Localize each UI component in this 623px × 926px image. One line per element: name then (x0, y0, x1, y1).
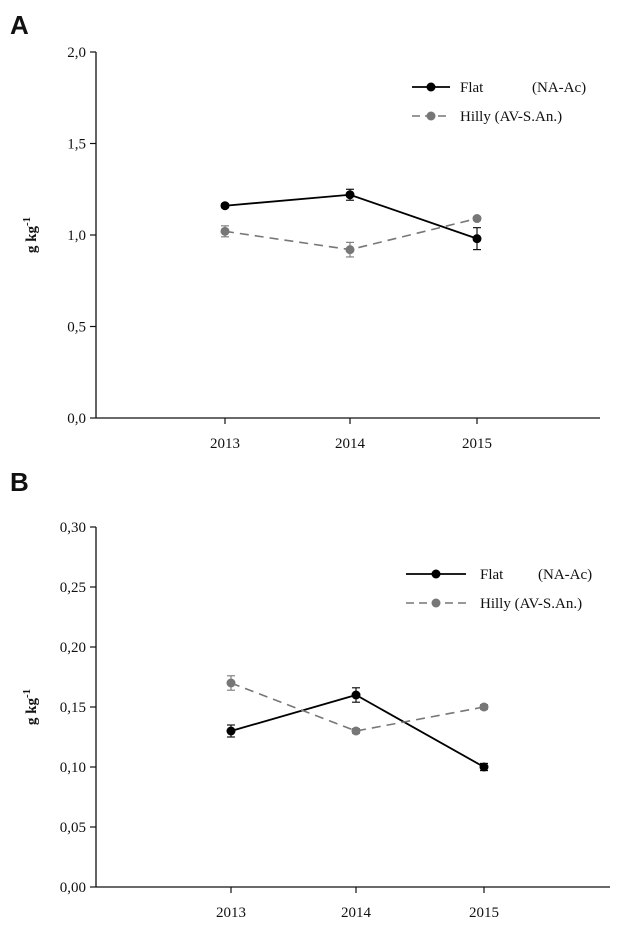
legend-label: Hilly (AV-S.An.) (460, 109, 562, 125)
y-axis-label: g kg-1 (21, 217, 40, 253)
data-point (220, 201, 230, 211)
y-tick-label: 1,5 (67, 137, 86, 153)
y-tick-label: 0,25 (60, 580, 86, 596)
y-axis-label: g kg-1 (21, 689, 40, 725)
x-tick-label: 2014 (335, 436, 366, 452)
y-tick-label: 1,0 (67, 228, 86, 244)
x-tick-label: 2015 (469, 905, 499, 921)
y-tick-label: 0,10 (60, 760, 86, 776)
y-tick-label: 0,5 (67, 320, 86, 336)
y-tick-label: 0,05 (60, 820, 86, 836)
chart-panel-a: A 0,0 0,5 1,0 1,5 2,0 2013 2014 2015 g kg-1 Flat (… (10, 10, 600, 452)
panel-label-b: B (10, 467, 29, 497)
y-tick-label: 0,20 (60, 640, 86, 656)
data-point (351, 690, 361, 700)
data-point (472, 214, 482, 224)
legend-label: Flat (460, 80, 484, 96)
data-point (220, 226, 230, 236)
series-line-hilly (230, 682, 485, 732)
data-point (345, 245, 355, 255)
x-tick-label: 2014 (341, 905, 372, 921)
x-tick-label: 2013 (216, 905, 246, 921)
data-point (351, 726, 361, 736)
legend-marker (426, 82, 436, 92)
y-tick-label: 0,15 (60, 700, 86, 716)
data-point (226, 678, 236, 688)
data-point (479, 702, 489, 712)
legend-tag: (NA-Ac) (532, 80, 586, 96)
chart-panel-b: B 0,00 0,05 0,10 0,15 0,20 0,25 0,30 2013 2014 20… (0, 463, 623, 926)
chart-b-svg: 0,00 0,05 0,10 0,15 0,20 0,25 0,30 2013 2014 2015… (21, 520, 610, 921)
y-tick-label: 0,30 (60, 520, 86, 536)
y-tick-label: 2,0 (67, 45, 86, 61)
data-point (226, 726, 236, 736)
panel-label-a: A (10, 10, 29, 40)
data-point (472, 234, 482, 244)
data-point (345, 190, 355, 200)
legend-label: Hilly (AV-S.An.) (480, 596, 582, 612)
data-point (479, 762, 489, 772)
legend-label: Flat (480, 567, 504, 583)
series-line-flat (224, 193, 478, 240)
y-tick-label: 0,0 (67, 411, 86, 427)
legend-tag: (NA-Ac) (538, 567, 592, 583)
x-tick-label: 2013 (210, 436, 240, 452)
series-line-hilly (224, 217, 478, 251)
chart-a-svg: 0,0 0,5 1,0 1,5 2,0 2013 2014 2015 g kg-1 Flat (NA… (21, 45, 600, 452)
legend-marker (431, 569, 441, 579)
legend-marker (431, 598, 441, 608)
y-tick-label: 0,00 (60, 880, 86, 896)
x-tick-label: 2015 (462, 436, 492, 452)
legend-marker (426, 111, 436, 121)
